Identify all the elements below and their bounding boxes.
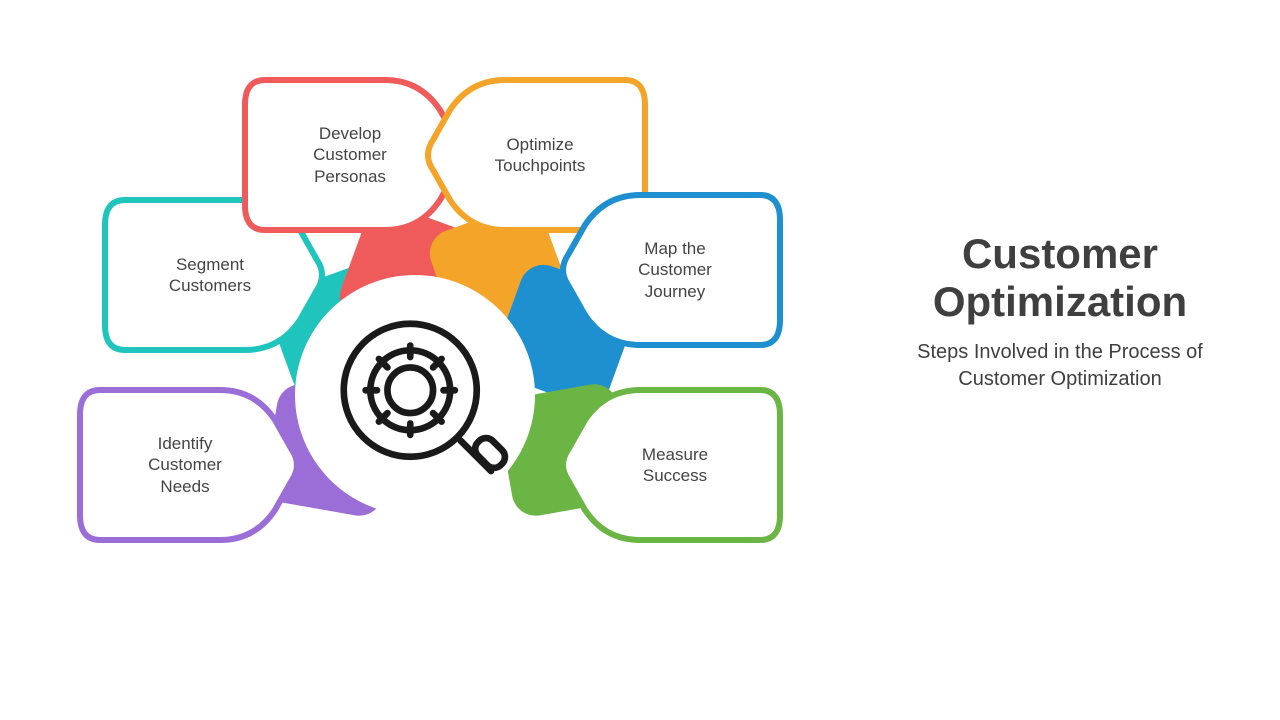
petal-label: IdentifyCustomerNeeds xyxy=(70,370,300,560)
petal-label: MeasureSuccess xyxy=(560,370,790,560)
petal-label: Map theCustomerJourney xyxy=(560,175,790,365)
title-block: Customer Optimization Steps Involved in … xyxy=(880,230,1240,393)
petal-map-journey: Map theCustomerJourney xyxy=(560,175,790,365)
page-subtitle: Steps Involved in the Process of Custome… xyxy=(880,339,1240,393)
page-title: Customer Optimization xyxy=(880,230,1240,327)
petal-measure-success: MeasureSuccess xyxy=(560,370,790,560)
gear-magnifier-icon xyxy=(320,300,510,490)
slide: IdentifyCustomerNeeds SegmentCustomers D… xyxy=(0,0,1280,720)
petal-identify-needs: IdentifyCustomerNeeds xyxy=(70,370,300,560)
hub-circle xyxy=(295,275,535,515)
radial-diagram: IdentifyCustomerNeeds SegmentCustomers D… xyxy=(0,0,860,720)
